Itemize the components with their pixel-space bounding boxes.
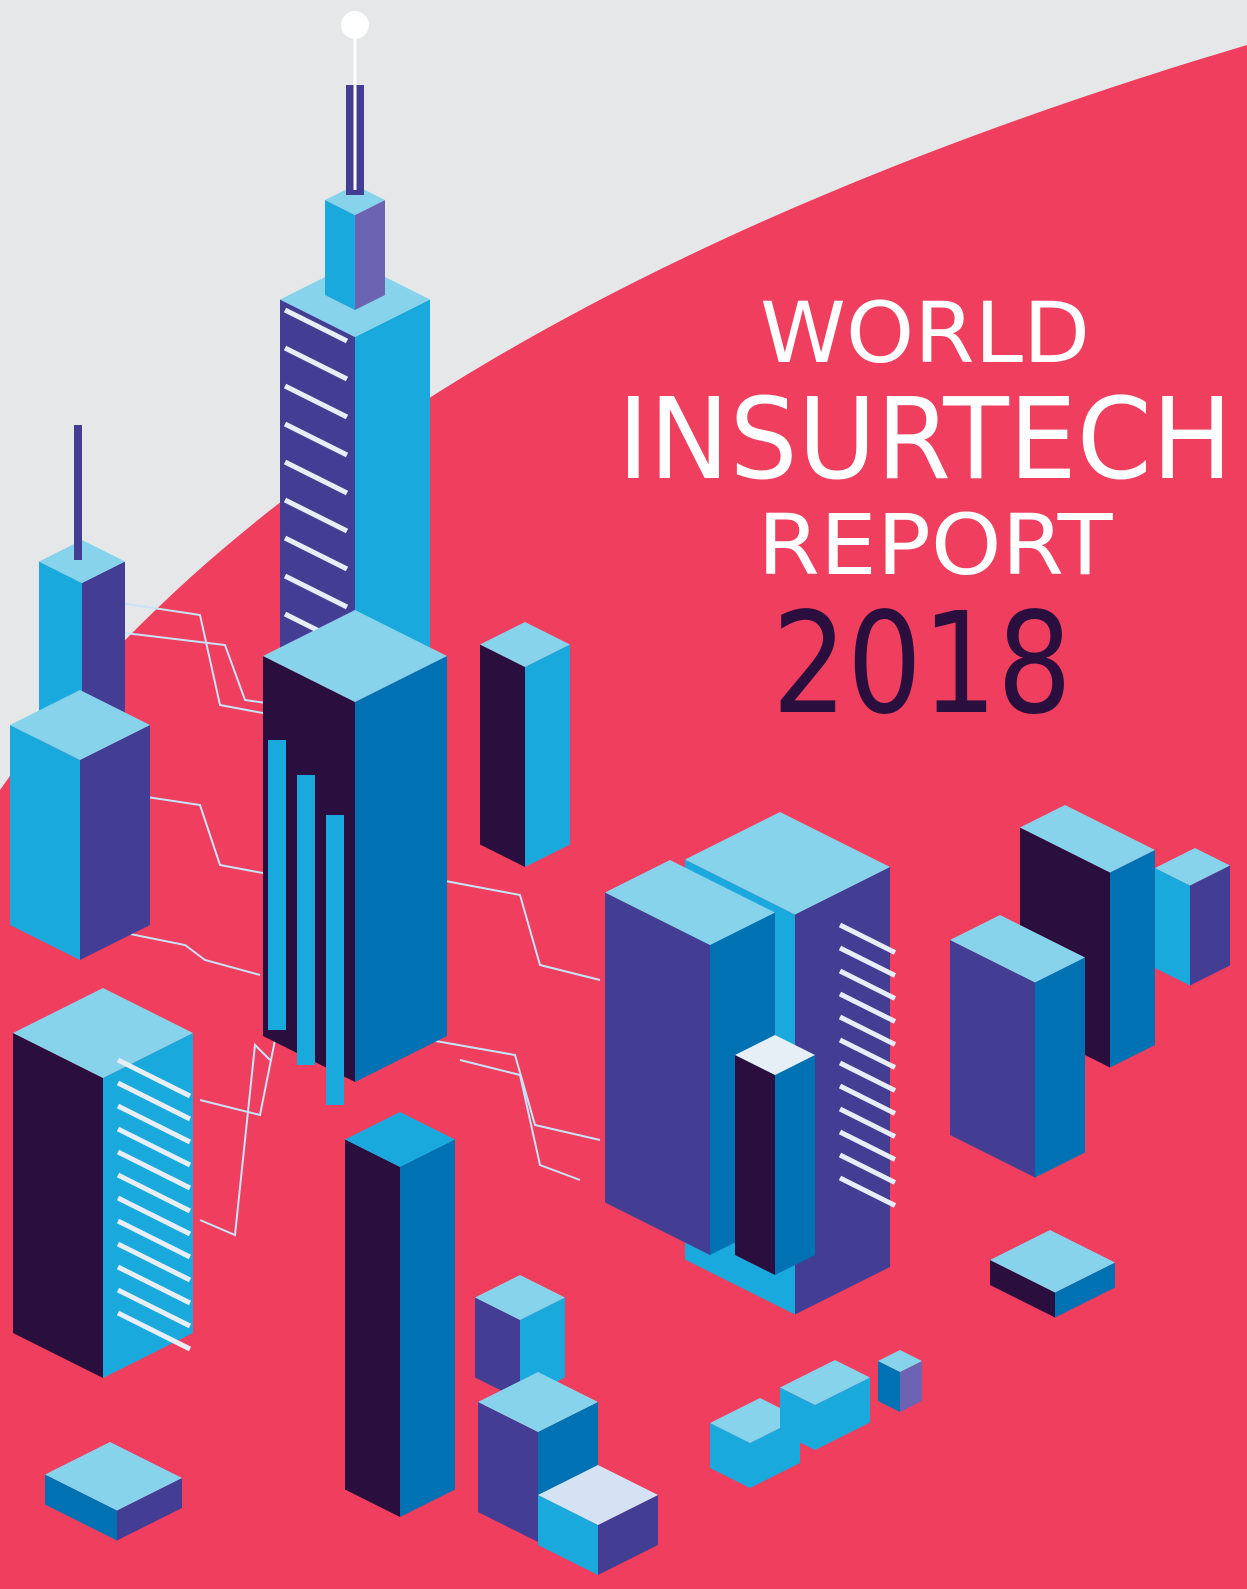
cover-illustration: WORLD INSURTECH REPORT 2018 — [0, 0, 1247, 1589]
title-line-1: WORLD — [760, 284, 1090, 382]
building-right-face — [775, 1055, 815, 1275]
building-left-face — [605, 893, 710, 1256]
title-line-3: REPORT — [758, 496, 1114, 594]
building-left-face — [13, 1033, 103, 1378]
building-left-face — [1155, 868, 1190, 986]
building-right-face — [525, 645, 570, 868]
building-right-face — [1110, 850, 1155, 1068]
building-right-face — [80, 725, 150, 960]
column — [297, 775, 315, 1065]
column — [326, 815, 344, 1105]
building-left-face — [735, 1055, 775, 1275]
building-right-face — [1190, 866, 1230, 986]
year: 2018 — [772, 583, 1072, 746]
building-left-face — [480, 645, 525, 868]
page: WORLD INSURTECH REPORT 2018 (() => { con… — [0, 0, 1247, 1589]
building-right-face — [355, 200, 385, 310]
antenna-tip — [341, 11, 369, 39]
title-line-2: INSURTECH — [618, 375, 1233, 505]
building-left-face — [325, 200, 355, 310]
column — [268, 740, 286, 1030]
building-left-face — [345, 1140, 400, 1518]
building-right-face — [400, 1140, 455, 1518]
building-right-face — [1035, 958, 1085, 1178]
building-right-face — [355, 656, 447, 1082]
building-left-face — [10, 725, 80, 960]
